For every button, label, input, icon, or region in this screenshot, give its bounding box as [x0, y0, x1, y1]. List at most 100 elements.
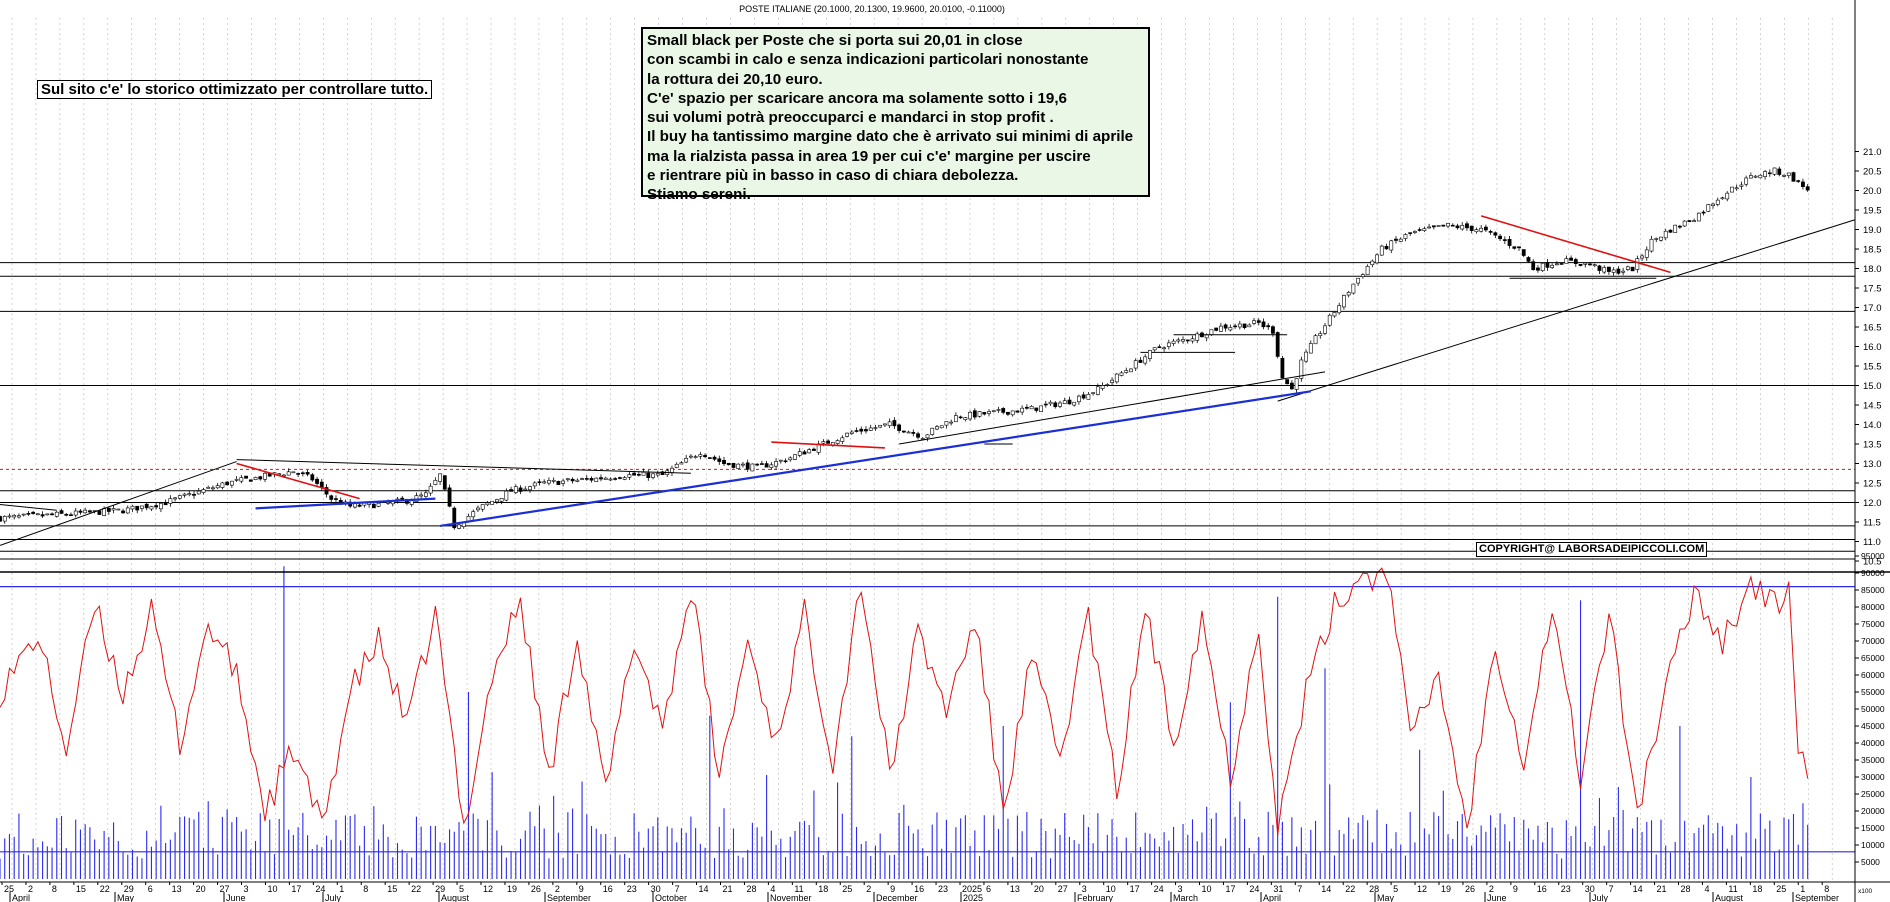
- candle-body: [1408, 232, 1413, 234]
- candle-body: [769, 464, 774, 468]
- candle-body: [1337, 305, 1342, 314]
- candle-body: [807, 449, 812, 454]
- candle-body: [334, 498, 338, 500]
- candle-body: [168, 498, 173, 504]
- candle-body: [69, 514, 73, 516]
- candle-body: [239, 477, 244, 482]
- candle-body: [1010, 410, 1015, 416]
- candle-body: [177, 495, 182, 499]
- candle-body: [1204, 334, 1209, 339]
- volume-tick-label: 20000: [1861, 806, 1885, 816]
- day-tick-label: 15: [387, 884, 397, 894]
- month-label: March: [1173, 893, 1198, 902]
- candle-body: [1564, 258, 1569, 264]
- oscillator-line: [0, 567, 1809, 836]
- candle-body: [1162, 347, 1167, 350]
- day-tick-label: 11: [1728, 884, 1737, 894]
- candle-body: [1105, 384, 1110, 386]
- day-tick-label: 25: [4, 884, 14, 894]
- candle-body: [1006, 411, 1010, 415]
- candle-body: [1313, 335, 1318, 345]
- candle-body: [1323, 325, 1327, 334]
- candle-body: [494, 499, 499, 503]
- volume-tick-label: 30000: [1861, 772, 1885, 782]
- day-tick-label: 25: [1776, 884, 1786, 894]
- day-tick-label: 2: [866, 884, 871, 894]
- day-tick-label: 20: [1034, 884, 1044, 894]
- comment-line: ma la rialzista passa in area 19 per cui…: [647, 147, 1091, 165]
- candle-body: [1138, 359, 1143, 363]
- candle-body: [409, 500, 414, 505]
- candle-body: [987, 411, 991, 414]
- candle-body: [182, 493, 187, 496]
- candle-body: [1346, 292, 1351, 296]
- candle-body: [305, 471, 310, 475]
- candle-body: [244, 475, 248, 479]
- candle-body: [722, 459, 726, 465]
- day-tick-label: 16: [914, 884, 924, 894]
- price-tick-label: 11.0: [1863, 537, 1881, 548]
- price-tick-label: 14.5: [1863, 401, 1882, 412]
- candle-body: [1791, 172, 1796, 182]
- candle-body: [949, 421, 954, 424]
- candle-body: [1649, 238, 1654, 252]
- candle-body: [490, 500, 495, 505]
- candle-body: [599, 477, 603, 480]
- candle-body: [471, 511, 476, 518]
- volume-tick-label: 45000: [1861, 721, 1885, 731]
- candle-body: [845, 432, 849, 437]
- candle-body: [476, 507, 480, 511]
- candle-body: [73, 510, 78, 516]
- candle-body: [125, 507, 130, 514]
- candle-body: [1356, 277, 1361, 284]
- day-tick-label: 14: [699, 884, 709, 894]
- candle-body: [163, 502, 168, 506]
- candle-body: [1114, 373, 1119, 383]
- volume-tick-label: 85000: [1861, 585, 1885, 595]
- volume-tick-label: 65000: [1861, 653, 1885, 663]
- candle-body: [1701, 211, 1706, 214]
- candle-body: [788, 457, 793, 461]
- candle-body: [916, 433, 920, 438]
- candle-body: [1734, 187, 1739, 190]
- day-tick-label: 16: [1537, 884, 1547, 894]
- candle-body: [1394, 238, 1398, 241]
- candle-body: [868, 427, 873, 431]
- candle-body: [1739, 184, 1744, 187]
- day-tick-label: 28: [1369, 884, 1379, 894]
- candle-body: [1148, 350, 1152, 359]
- candle-body: [158, 503, 163, 510]
- day-tick-label: 6: [148, 884, 153, 894]
- candle-body: [953, 415, 958, 423]
- month-label: August: [1715, 893, 1744, 902]
- candle-body: [1095, 386, 1100, 395]
- candle-body: [447, 487, 452, 507]
- candle-body: [1081, 394, 1086, 399]
- day-tick-label: 21: [1657, 884, 1667, 894]
- day-tick-label: 1: [1800, 884, 1805, 894]
- candle-body: [1029, 406, 1034, 410]
- candle-body: [26, 513, 31, 515]
- day-tick-label: 5: [1393, 884, 1398, 894]
- candle-body: [523, 488, 528, 491]
- candle-body: [1763, 171, 1767, 177]
- candle-body: [1413, 231, 1417, 233]
- day-tick-label: 7: [1609, 884, 1614, 894]
- candle-body: [1304, 351, 1308, 362]
- candle-body: [1758, 174, 1763, 179]
- candle-body: [248, 479, 253, 482]
- candle-body: [759, 463, 764, 465]
- candle-body: [1531, 261, 1536, 271]
- price-tick-label: 12.0: [1863, 498, 1882, 509]
- volume-tick-label: 5000: [1861, 857, 1880, 867]
- candle-body: [1360, 274, 1365, 277]
- candle-body: [731, 463, 736, 468]
- candle-body: [140, 505, 144, 509]
- candle-body: [1673, 224, 1678, 233]
- candle-body: [1124, 370, 1129, 373]
- candle-body: [1455, 225, 1460, 229]
- candle-body: [1181, 339, 1185, 342]
- candle-body: [925, 434, 930, 439]
- candle-body: [59, 510, 64, 514]
